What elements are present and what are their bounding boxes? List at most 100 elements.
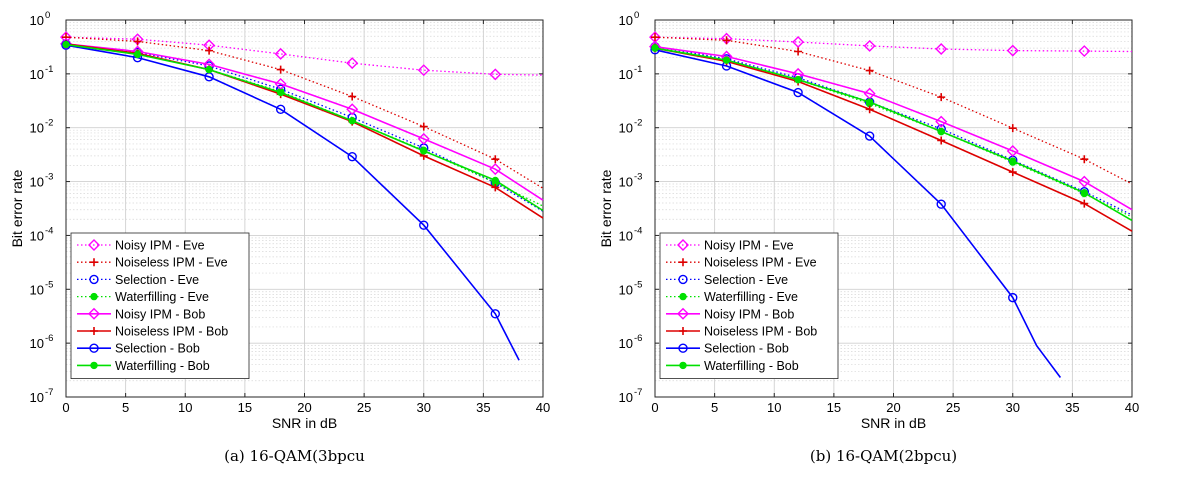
x-tick-label: 30 <box>417 400 431 415</box>
legend-marker <box>677 239 689 251</box>
data-point <box>794 47 803 56</box>
y-tick-label: 10 -3 <box>30 172 54 190</box>
data-point <box>491 176 499 185</box>
legend-label: Waterfilling - Eve <box>115 290 209 304</box>
legend-label: Noisy IPM - Eve <box>704 239 794 253</box>
y-tick-base: 10 <box>619 67 633 82</box>
x-axis-label: SNR in dB <box>272 415 337 431</box>
data-point <box>936 199 946 209</box>
data-point <box>346 57 359 70</box>
y-tick-base: 10 <box>619 228 633 243</box>
y-tick-base: 10 <box>619 282 633 297</box>
data-point <box>346 103 359 116</box>
y-tick-label: 10 -2 <box>619 118 643 136</box>
data-point <box>417 64 430 77</box>
data-point <box>792 36 805 49</box>
data-point <box>651 44 659 52</box>
data-point <box>276 65 285 74</box>
data-point <box>793 87 803 98</box>
y-tick-base: 10 <box>30 67 44 82</box>
y-tick-base: 10 <box>619 121 633 136</box>
y-tick-label: 10 0 <box>30 10 51 28</box>
y-tick-exponent: -1 <box>634 64 642 75</box>
x-tick-label: 25 <box>946 400 960 415</box>
legend-label: Noiseless IPM - Eve <box>704 256 817 270</box>
data-point <box>1080 155 1089 164</box>
data-point <box>417 132 430 145</box>
y-tick-label: 10 -2 <box>30 118 54 136</box>
x-tick-label: 10 <box>178 400 192 415</box>
legend: Noisy IPM - Eve Noiseless IPM - Eve Select… <box>659 232 839 380</box>
data-point <box>1078 175 1091 188</box>
data-point <box>722 56 731 64</box>
legend-label: Waterfilling - Bob <box>115 359 210 373</box>
x-tick-label: 25 <box>357 400 371 415</box>
series-line <box>65 43 544 201</box>
data-point <box>62 40 70 49</box>
x-tick-label: 35 <box>1065 400 1079 415</box>
data-point <box>935 115 948 128</box>
legend-label: Waterfilling - Bob <box>704 359 799 373</box>
data-point <box>419 220 429 230</box>
data-point <box>865 105 874 114</box>
data-point <box>419 122 428 131</box>
y-tick-base: 10 <box>619 13 633 28</box>
y-tick-label: 10 -7 <box>30 387 54 405</box>
y-axis-label: Bit error rate <box>598 169 614 247</box>
y-tick-label: 10 -5 <box>619 279 643 297</box>
y-tick-label: 10 -7 <box>619 387 643 405</box>
data-point <box>1006 144 1019 157</box>
legend-box <box>70 232 250 380</box>
y-tick-exponent: -3 <box>45 172 53 183</box>
y-tick-exponent: -4 <box>45 225 53 236</box>
y-tick-exponent: -2 <box>634 118 642 129</box>
data-point <box>1008 292 1018 303</box>
legend-marker <box>90 327 98 335</box>
data-point <box>489 163 502 176</box>
series-noisy-ipm-bob <box>649 40 1133 211</box>
legend-label: Noiseless IPM - Bob <box>704 325 817 339</box>
y-tick-label: 10 0 <box>619 10 640 28</box>
x-tick-label: 40 <box>1125 400 1139 415</box>
y-tick-exponent: -2 <box>45 118 53 129</box>
data-point <box>1006 44 1019 57</box>
y-tick-label: 10 -5 <box>30 279 54 297</box>
series-noiseless-ipm-eve <box>651 33 1133 185</box>
legend-label: Selection - Eve <box>115 273 199 287</box>
legend-label: Noisy IPM - Eve <box>115 239 205 253</box>
data-point <box>1008 124 1017 133</box>
y-tick-exponent: 0 <box>45 10 50 21</box>
legend-marker <box>90 258 98 267</box>
y-tick-base: 10 <box>619 390 633 405</box>
x-tick-label: 0 <box>651 400 658 415</box>
series-line <box>654 47 1133 232</box>
series-line <box>65 43 544 212</box>
y-tick-base: 10 <box>30 13 44 28</box>
legend-marker <box>89 274 99 285</box>
data-point <box>937 93 946 102</box>
x-tick-label: 10 <box>767 400 781 415</box>
data-point <box>348 116 356 125</box>
y-tick-base: 10 <box>30 282 44 297</box>
series-line <box>65 44 520 361</box>
y-tick-exponent: -7 <box>45 387 53 398</box>
y-tick-base: 10 <box>30 336 44 351</box>
series-line <box>654 46 1133 216</box>
series-line <box>654 36 1133 185</box>
legend-marker <box>679 361 687 370</box>
data-point <box>1080 199 1089 208</box>
x-tick-label: 20 <box>886 400 900 415</box>
chart-panel-a: 0 5 10 15 20 25 30 35 40 10 0 10 -1 10 -2 10 -3 10 -4 10 -5 1… <box>9 10 550 465</box>
data-point <box>491 155 500 164</box>
chart-panel-b: 0 5 10 15 20 25 30 35 40 10 0 10 -1 10 -2 10 -3 10 -4 10 -5 1… <box>589 0 1178 483</box>
y-tick-label: 10 -6 <box>30 333 54 351</box>
series-line <box>654 45 1133 211</box>
y-tick-label: 10 -4 <box>30 225 54 243</box>
legend-marker <box>88 239 100 251</box>
series-waterfilling-bob <box>62 40 544 212</box>
data-point <box>937 136 946 145</box>
series-waterfilling-bob <box>651 44 1133 222</box>
data-point <box>1080 189 1088 197</box>
series-line <box>65 36 544 189</box>
